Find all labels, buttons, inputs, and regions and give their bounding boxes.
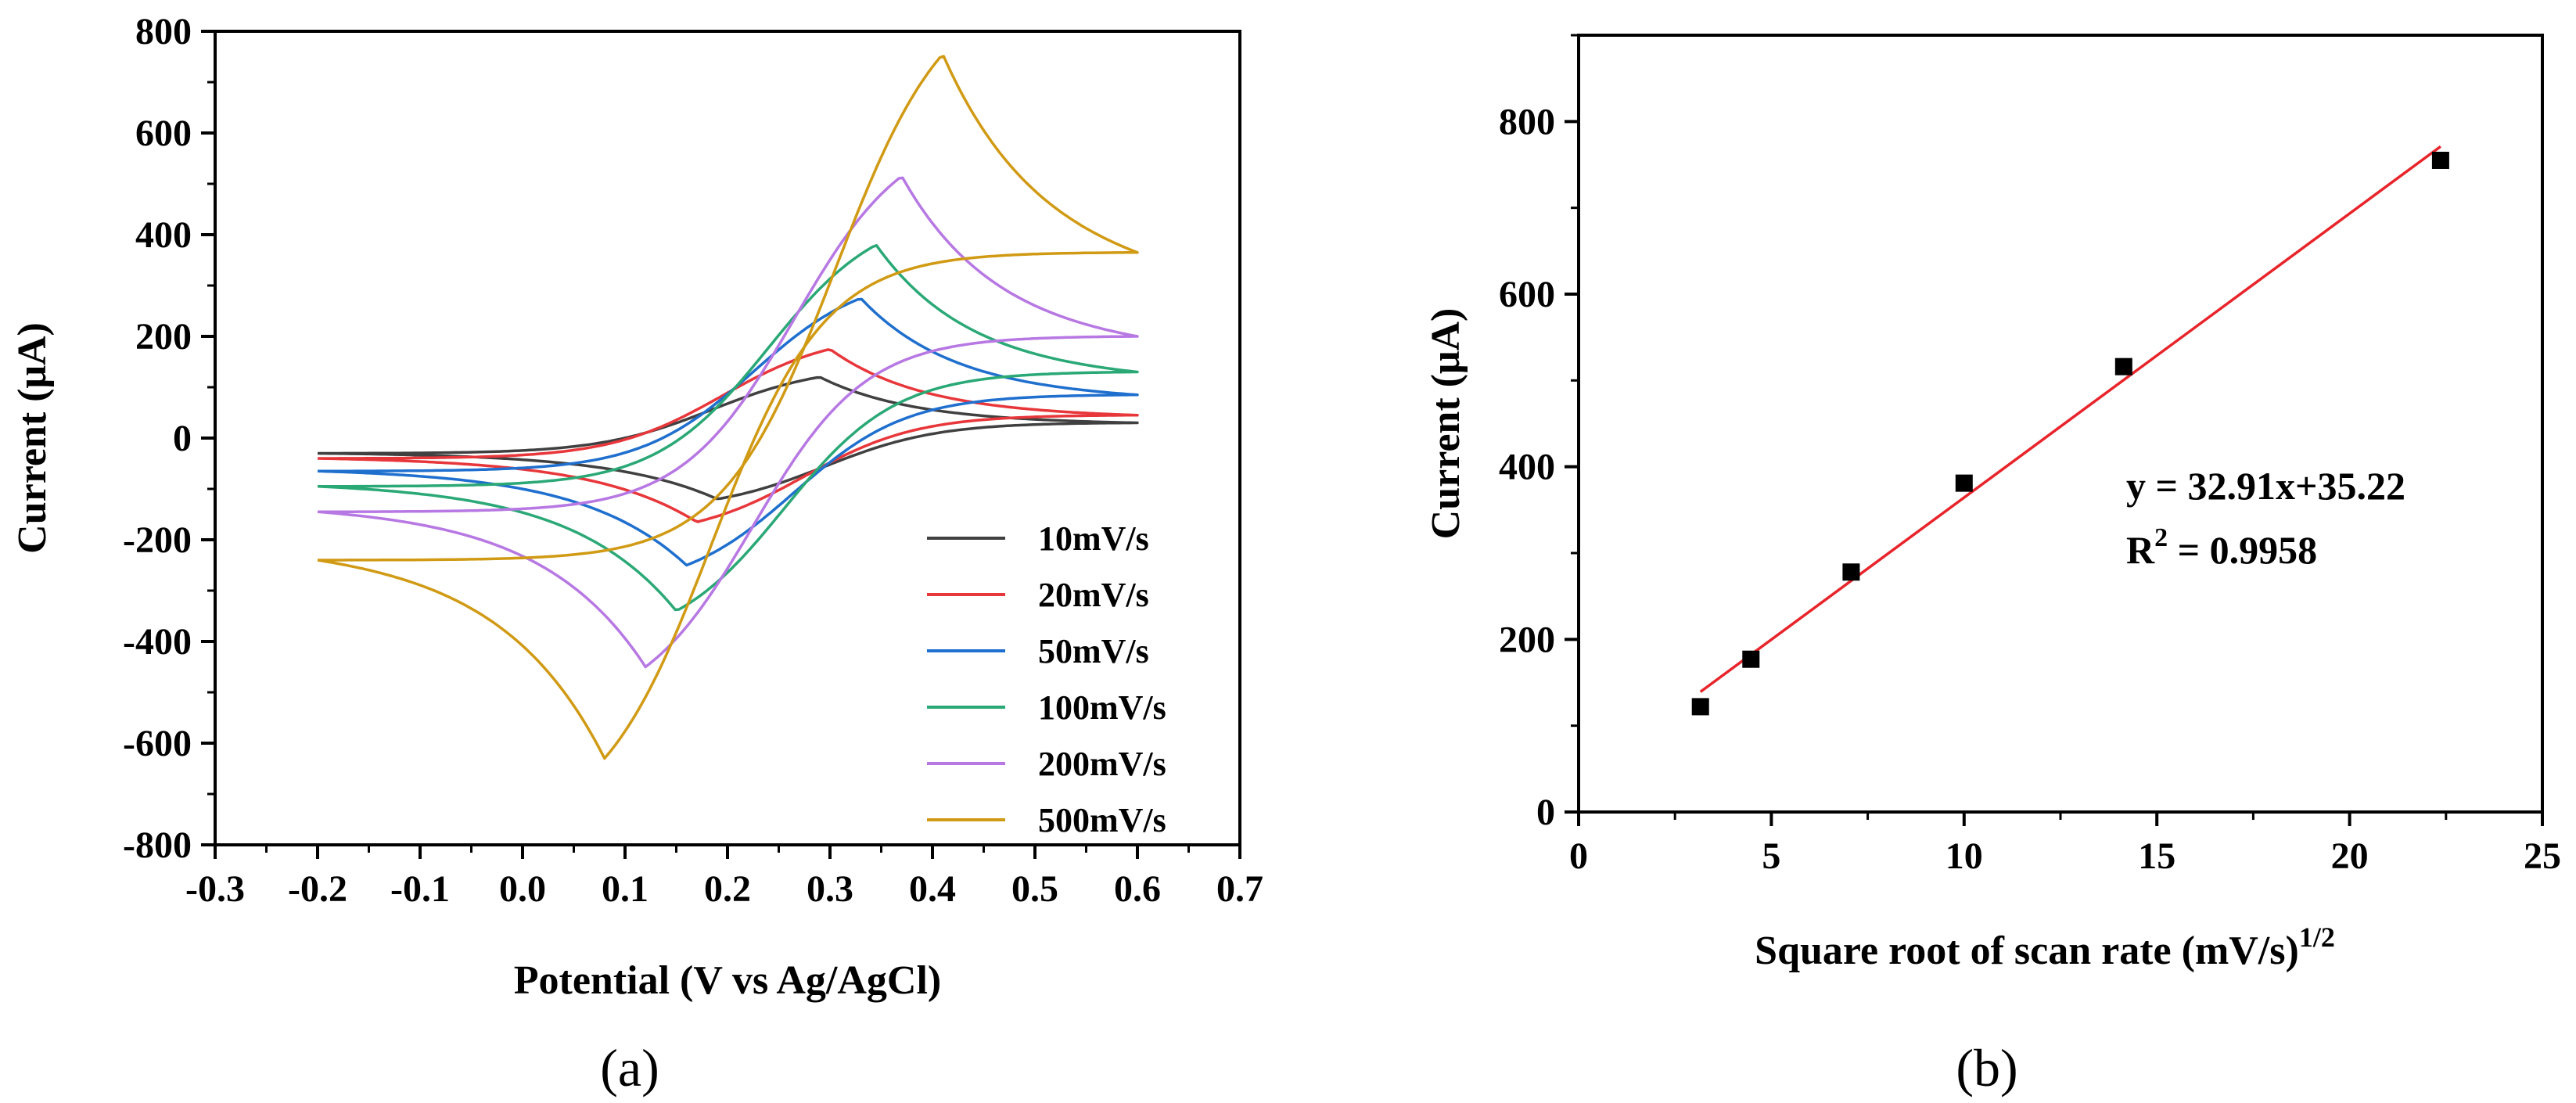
panel-a-x-tick-label: -0.3	[185, 868, 245, 910]
panel-b-x-tick-label: 15	[2138, 835, 2175, 877]
panel-a-x-tick-label: 0.5	[1011, 868, 1058, 910]
panel-b-y-tick-label: 800	[1499, 101, 1555, 142]
cv-curve-50mV-s	[317, 297, 1139, 567]
panel-b-x-tick-label: 20	[2331, 835, 2369, 877]
panel-a-x-tick-label: 0.0	[499, 868, 546, 910]
panel-b-x-tick-label: 0	[1569, 835, 1588, 877]
panel-a-curves	[317, 55, 1139, 760]
panel-a-ticks: -0.3 -0.2 -0.1 0.0 0.1 0.2 0.3 0.4 0.5 0.6 0.7 -800…	[123, 11, 1263, 910]
panel-a-y-tick-label: 200	[135, 316, 192, 357]
panel-a-y-tick-label: -800	[123, 825, 192, 866]
panel-b-y-tick-label: 400	[1499, 447, 1555, 488]
legend-label: 20mV/s	[1038, 576, 1149, 614]
r-symbol: R	[2126, 528, 2155, 572]
panel-a-y-tick-label: -200	[123, 519, 192, 561]
x-axis-title-superscript: 1/2	[2299, 922, 2335, 953]
legend-label: 100mV/s	[1038, 688, 1166, 727]
panel-b-x-axis-title: Square root of scan rate (mV/s)1/2	[1755, 922, 2335, 973]
panel-b-fit-line	[1699, 145, 2441, 693]
scatter-point	[1955, 474, 1973, 492]
panel-a-x-axis-title: Potential (V vs Ag/AgCl)	[514, 958, 941, 1003]
x-axis-title-main: Square root of scan rate (mV/s)	[1755, 929, 2299, 973]
panel-a-cv-chart: -0.3 -0.2 -0.1 0.0 0.1 0.2 0.3 0.4 0.5 0.6 0.7 -800…	[10, 11, 1263, 1098]
cv-curve-200mV-s	[317, 176, 1139, 669]
panel-b-x-tick-label: 5	[1762, 835, 1780, 877]
cv-curve-100mV-s	[317, 244, 1139, 612]
panel-a-legend: 10mV/s 20mV/s 50mV/s 100mV/s 200mV/s 500mV/s	[927, 519, 1166, 839]
panel-a-y-tick-label: 400	[135, 214, 192, 256]
r-superscript: 2	[2154, 523, 2168, 552]
legend-label: 500mV/s	[1038, 801, 1166, 839]
cv-curve-10mV-s	[317, 375, 1139, 501]
panel-b-label: (b)	[1956, 1038, 2017, 1098]
legend-label: 50mV/s	[1038, 632, 1149, 670]
panel-a-label: (a)	[600, 1038, 659, 1098]
panel-b-y-tick-label: 200	[1499, 619, 1555, 660]
legend-label: 200mV/s	[1038, 745, 1166, 783]
r-squared-value: = 0.9958	[2168, 528, 2317, 572]
panel-b-points	[1691, 151, 2449, 716]
panel-a-y-tick-label: -600	[123, 723, 192, 764]
legend-label: 10mV/s	[1038, 519, 1149, 558]
panel-b-y-tick-label: 600	[1499, 274, 1555, 315]
panel-a-x-tick-label: 0.3	[807, 868, 853, 910]
panel-b-x-tick-label: 10	[1945, 835, 1983, 877]
panel-a-x-tick-label: 0.1	[602, 868, 648, 910]
panel-a-y-tick-label: 0	[173, 418, 192, 459]
panel-a-y-axis-title: Current (μA)	[10, 322, 55, 554]
panel-b-scatter-chart: 0 5 10 15 20 25 0 200 400 600 800 y = 32.91x+35.22…	[1424, 34, 2561, 1098]
panel-b-equation: y = 32.91x+35.22	[2126, 464, 2405, 508]
panel-a-y-tick-label: 600	[135, 113, 192, 154]
scatter-point	[1842, 563, 1860, 581]
panel-a-x-tick-label: 0.4	[909, 868, 956, 910]
panel-a-x-tick-label: -0.2	[288, 868, 347, 910]
panel-b-plot-frame	[1577, 34, 2544, 814]
cv-curve-500mV-s	[317, 55, 1139, 760]
panel-b-ticks: 0 5 10 15 20 25 0 200 400 600 800	[1499, 34, 2561, 877]
panel-a-x-tick-label: 0.7	[1216, 868, 1263, 910]
panel-a-x-tick-label: 0.6	[1114, 868, 1161, 910]
panel-a-x-tick-label: -0.1	[390, 868, 450, 910]
panel-a-x-tick-label: 0.2	[704, 868, 751, 910]
panel-b-x-tick-label: 25	[2524, 835, 2561, 877]
panel-b-y-tick-label: 0	[1536, 792, 1555, 833]
scatter-point	[2431, 151, 2449, 169]
scatter-point	[2114, 357, 2132, 375]
scatter-point	[1691, 698, 1709, 716]
panel-b-r-squared: R2 = 0.9958	[2126, 523, 2317, 572]
scatter-point	[1742, 650, 1760, 668]
cv-curve-20mV-s	[317, 348, 1139, 523]
panel-a-y-tick-label: -400	[123, 621, 192, 663]
panel-a-y-tick-label: 800	[135, 11, 192, 52]
panel-b-y-axis-title: Current (μA)	[1424, 308, 1468, 540]
